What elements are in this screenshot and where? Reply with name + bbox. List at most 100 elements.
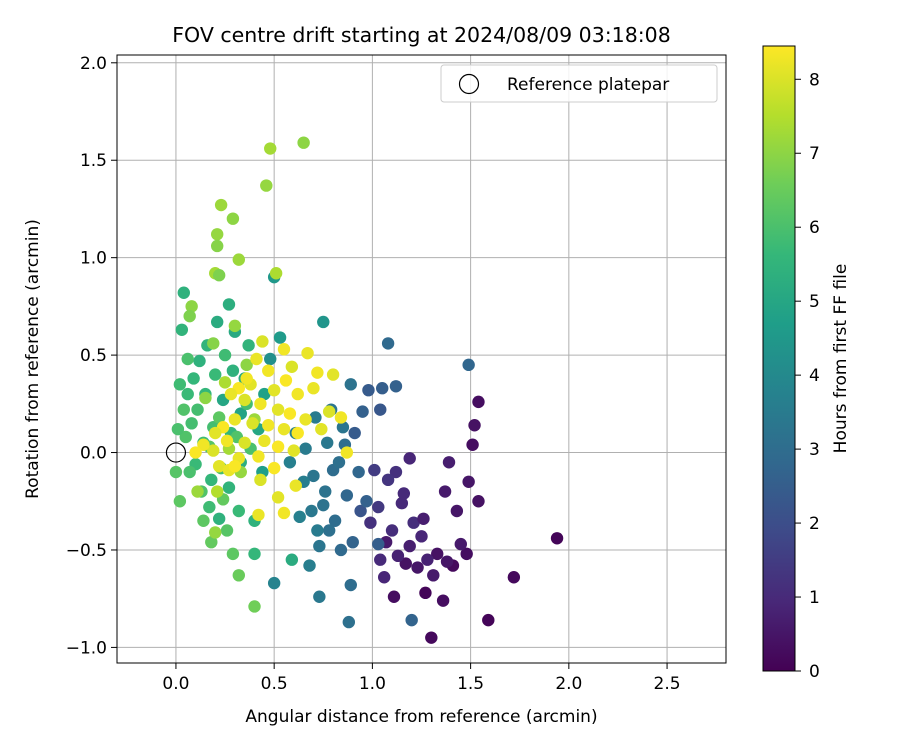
scatter-point bbox=[311, 524, 324, 537]
scatter-point bbox=[212, 459, 226, 473]
scatter-point bbox=[356, 405, 369, 418]
scatter-point bbox=[454, 537, 467, 551]
scatter-point bbox=[311, 366, 324, 379]
scatter-point bbox=[322, 405, 336, 418]
scatter-point bbox=[232, 569, 245, 582]
y-tick-label: 1.0 bbox=[80, 249, 107, 269]
scatter-point bbox=[240, 358, 253, 372]
scatter-point bbox=[210, 239, 224, 253]
scatter-point bbox=[299, 413, 312, 426]
scatter-point bbox=[191, 403, 204, 416]
scatter-point bbox=[175, 323, 189, 336]
scatter-point bbox=[344, 378, 357, 391]
scatter-point bbox=[173, 378, 187, 391]
scatter-point bbox=[228, 319, 242, 333]
scatter-point bbox=[372, 500, 385, 514]
scatter-point bbox=[407, 516, 420, 529]
scatter-point bbox=[267, 383, 281, 397]
scatter-point bbox=[377, 571, 391, 584]
scatter-point bbox=[240, 372, 253, 385]
y-tick-label: 2.0 bbox=[80, 54, 107, 74]
scatter-point bbox=[326, 368, 340, 381]
scatter-point bbox=[218, 348, 232, 362]
scatter-point bbox=[264, 352, 277, 366]
scatter-point bbox=[169, 465, 183, 479]
scatter-point bbox=[395, 497, 409, 510]
scatter-point bbox=[283, 456, 297, 469]
scatter-point bbox=[346, 535, 359, 549]
scatter-point bbox=[403, 539, 416, 553]
x-tick-label: 0.0 bbox=[162, 674, 189, 694]
scatter-point bbox=[334, 543, 348, 557]
scatter-point bbox=[374, 553, 387, 566]
scatter-point bbox=[277, 343, 291, 356]
scatter-point bbox=[183, 309, 196, 323]
scatter-point bbox=[181, 387, 194, 401]
scatter-point bbox=[207, 444, 220, 457]
y-axis-label: Rotation from reference (arcmin) bbox=[23, 219, 43, 499]
y-tick-label: 0.0 bbox=[80, 444, 107, 464]
scatter-point bbox=[205, 473, 218, 487]
scatter-point bbox=[207, 337, 220, 350]
scatter-point bbox=[450, 504, 464, 518]
scatter-point bbox=[224, 387, 238, 401]
colorbar-tick-label: 0 bbox=[809, 662, 820, 682]
scatter-point bbox=[212, 411, 226, 424]
scatter-point bbox=[220, 434, 234, 448]
scatter-point bbox=[205, 535, 218, 549]
scatter-point bbox=[214, 198, 228, 212]
x-tick-label: 1.5 bbox=[457, 674, 484, 694]
scatter-point bbox=[303, 559, 316, 572]
scatter-point bbox=[271, 491, 285, 504]
scatter-point bbox=[419, 586, 432, 600]
colorbar-gradient bbox=[762, 45, 796, 672]
y-tick-label: −1.0 bbox=[66, 638, 107, 658]
scatter-point bbox=[287, 444, 301, 457]
scatter-point bbox=[246, 417, 259, 430]
plot-frame bbox=[116, 54, 727, 664]
scatter-point bbox=[372, 537, 385, 551]
scatter-point bbox=[381, 337, 395, 350]
scatter-point bbox=[254, 397, 267, 411]
reference-platepar-marker bbox=[165, 442, 187, 463]
scatter-point bbox=[381, 473, 395, 487]
scatter-point bbox=[354, 504, 367, 518]
y-tick-label: 1.5 bbox=[80, 151, 107, 171]
scatter-point bbox=[171, 422, 185, 436]
scatter-point bbox=[317, 315, 330, 329]
scatter-point bbox=[212, 512, 226, 525]
scatter-point bbox=[238, 436, 251, 449]
scatter-point bbox=[267, 461, 281, 475]
x-axis-ticks: 0.0 0.5 1.0 1.5 2.0 2.5 bbox=[162, 663, 681, 694]
scatter-point bbox=[425, 631, 438, 644]
scatter-point bbox=[185, 417, 198, 430]
y-tick-label: 0.5 bbox=[80, 346, 107, 366]
scatter-point bbox=[362, 383, 375, 397]
scatter-point bbox=[197, 514, 210, 527]
scatter-point bbox=[254, 473, 267, 487]
scatter-point bbox=[550, 532, 564, 545]
scatter-point bbox=[297, 136, 310, 149]
scatter-point bbox=[248, 547, 261, 561]
scatter-point bbox=[334, 411, 348, 424]
scatter-point bbox=[226, 364, 240, 377]
scatter-point bbox=[466, 438, 479, 451]
scatter-point bbox=[438, 485, 452, 498]
scatter-point bbox=[226, 212, 240, 225]
scatter-point bbox=[187, 372, 200, 385]
scatter-point bbox=[210, 228, 224, 241]
colorbar-tick-label: 8 bbox=[809, 70, 820, 90]
scatter-point bbox=[344, 578, 357, 592]
scatter-point bbox=[210, 315, 224, 329]
colorbar-tick-label: 6 bbox=[809, 218, 820, 238]
scatter-point bbox=[328, 514, 342, 527]
scatter-point bbox=[397, 487, 411, 500]
scatter-point bbox=[238, 393, 251, 407]
scatter-point bbox=[415, 530, 428, 543]
scatter-point bbox=[242, 339, 255, 352]
scatter-point bbox=[183, 465, 196, 479]
scatter-point bbox=[460, 547, 473, 561]
grid-lines bbox=[117, 55, 726, 663]
